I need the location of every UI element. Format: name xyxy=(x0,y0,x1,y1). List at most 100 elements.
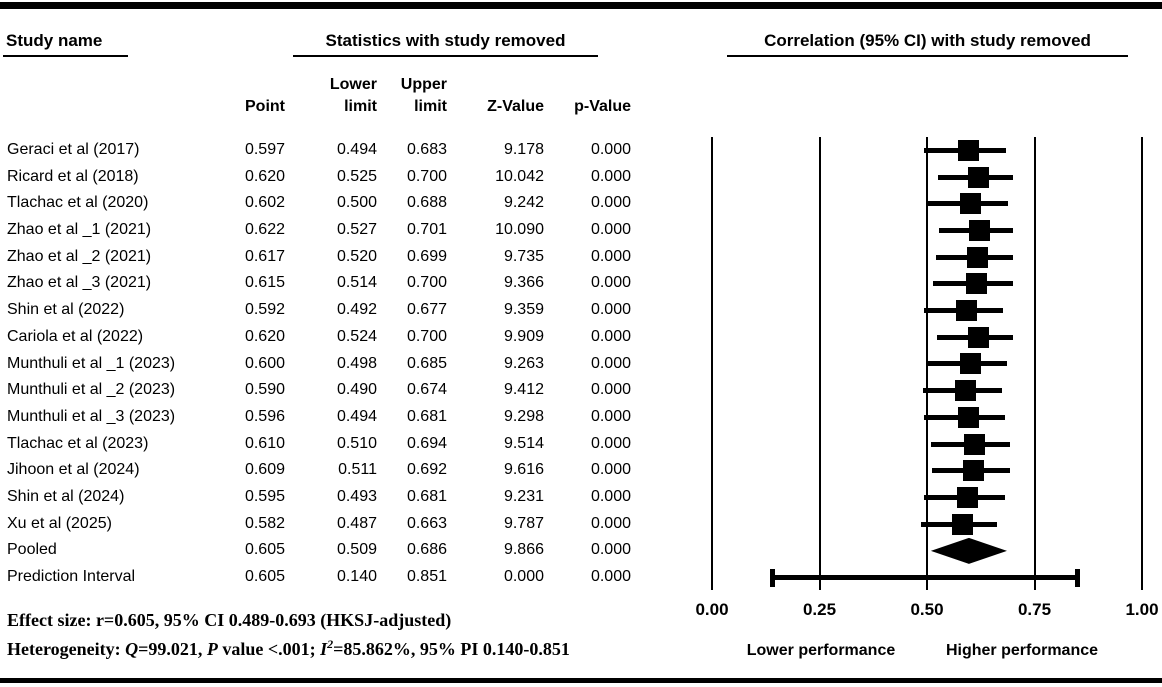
cell-upper: 0.688 xyxy=(406,194,447,212)
cell-z: 9.866 xyxy=(503,541,544,559)
forest-square-marker xyxy=(958,139,980,161)
cell-z: 10.042 xyxy=(495,167,544,185)
cell-p: 0.000 xyxy=(590,194,631,212)
cell-upper: 0.851 xyxy=(406,568,447,585)
cell-z: 9.178 xyxy=(503,141,544,158)
cell-z: 10.090 xyxy=(495,221,544,239)
cell-lower: 0.510 xyxy=(336,434,377,452)
cell-study: Xu et al (2025) xyxy=(7,514,112,532)
cell-z: 9.298 xyxy=(503,407,544,425)
cell-p: 0.000 xyxy=(590,354,631,372)
cell-z: 9.242 xyxy=(503,194,544,212)
table-row: Jihoon et al (2024) 0.609 0.511 0.692 9.616 0… xyxy=(7,457,631,484)
cell-p: 0.000 xyxy=(590,514,631,532)
cell-z: 9.263 xyxy=(503,354,544,372)
footnote-segment: P xyxy=(206,639,218,659)
cell-p: 0.000 xyxy=(590,381,631,399)
table-column-headers: Lower Upper Point limit limit Z-Value p-… xyxy=(7,74,631,118)
x-axis-label-lower-performance: Lower performance xyxy=(746,642,896,659)
cell-upper: 0.701 xyxy=(406,221,447,239)
tick-label: 0.50 xyxy=(910,600,944,619)
cell-point: 0.605 xyxy=(244,541,285,559)
forest-square-marker xyxy=(963,460,985,482)
table-row: Shin et al (2024) 0.595 0.493 0.681 9.231 0.0… xyxy=(7,484,631,511)
forest-square-marker xyxy=(965,273,987,295)
cell-study: Pooled xyxy=(7,541,57,559)
cell-p: 0.000 xyxy=(590,461,631,479)
cell-z: 9.909 xyxy=(503,327,544,345)
table-row: Geraci et al (2017) 0.597 0.494 0.683 9.178 0… xyxy=(7,137,631,164)
col-lower-label: Lower xyxy=(329,76,377,93)
cell-point: 0.617 xyxy=(244,247,285,265)
cell-point: 0.592 xyxy=(244,301,285,319)
table-row: Ricard et al (2018) 0.620 0.525 0.700 10.042… xyxy=(7,164,631,191)
tick-label: 0.00 xyxy=(695,600,729,619)
table-row: Tlachac et al (2023) 0.610 0.510 0.694 9.514… xyxy=(7,431,631,458)
footnote-segment: value <.001; xyxy=(217,639,321,659)
col-pvalue-label: p-Value xyxy=(574,98,631,115)
pooled-diamond-marker xyxy=(930,537,1007,564)
col-upper-label: Upper xyxy=(400,76,447,93)
cell-point: 0.596 xyxy=(244,407,285,425)
cell-study: Tlachac et al (2020) xyxy=(7,194,149,212)
footnote-segment: Q xyxy=(125,639,139,659)
col-zvalue-label: Z-Value xyxy=(487,98,544,115)
cell-study: Shin et al (2022) xyxy=(7,301,125,319)
cell-point: 0.620 xyxy=(244,327,285,345)
table-row: Pooled 0.605 0.509 0.686 9.866 0.000 xyxy=(7,537,631,564)
table-row: Shin et al (2022) 0.592 0.492 0.677 9.359 0.0… xyxy=(7,297,631,324)
cell-z: 0.000 xyxy=(503,568,544,585)
cell-p: 0.000 xyxy=(590,247,631,265)
tick-label: 1.00 xyxy=(1125,600,1159,619)
cell-lower: 0.487 xyxy=(336,514,377,532)
forest-square-marker xyxy=(968,326,990,348)
cell-p: 0.000 xyxy=(590,167,631,185)
prediction-interval-bar xyxy=(772,575,1078,581)
cell-z: 9.231 xyxy=(503,487,544,505)
cell-upper: 0.700 xyxy=(406,274,447,292)
forest-square-marker xyxy=(968,219,990,241)
cell-study: Ricard et al (2018) xyxy=(7,167,139,185)
cell-point: 0.597 xyxy=(244,141,285,158)
study-statistics-table: Geraci et al (2017) 0.597 0.494 0.683 9.178 0… xyxy=(7,137,631,591)
cell-upper: 0.699 xyxy=(406,247,447,265)
cell-lower: 0.500 xyxy=(336,194,377,212)
cell-study: Zhao et al _2 (2021) xyxy=(7,247,152,265)
table-row: Zhao et al _3 (2021) 0.615 0.514 0.700 9.366… xyxy=(7,270,631,297)
cell-upper: 0.694 xyxy=(406,434,447,452)
cell-p: 0.000 xyxy=(590,327,631,345)
cell-lower: 0.511 xyxy=(338,461,377,479)
x-axis-label-higher-performance: Higher performance xyxy=(945,642,1099,659)
table-row: Zhao et al _2 (2021) 0.617 0.520 0.699 9.735… xyxy=(7,244,631,271)
forest-square-marker xyxy=(955,380,977,402)
gridline xyxy=(711,137,713,590)
cell-study: Shin et al (2024) xyxy=(7,487,125,505)
gridline xyxy=(818,137,821,590)
cell-lower: 0.494 xyxy=(336,407,377,425)
cell-z: 9.359 xyxy=(503,301,544,319)
forest-square-marker xyxy=(966,246,988,268)
cell-p: 0.000 xyxy=(590,487,631,505)
cell-lower: 0.498 xyxy=(336,354,377,372)
cell-point: 0.602 xyxy=(244,194,285,212)
cell-lower: 0.527 xyxy=(336,221,377,239)
tick-label: 0.25 xyxy=(802,600,837,619)
top-border-rule xyxy=(0,2,1162,9)
table-row: Munthuli et al _1 (2023) 0.600 0.498 0.685 9… xyxy=(7,351,631,378)
table-row: Xu et al (2025) 0.582 0.487 0.663 9.787 0.000 xyxy=(7,511,631,538)
cell-upper: 0.663 xyxy=(406,514,447,532)
forest-square-marker xyxy=(963,433,985,455)
forest-plot-panel: Lower performance Higher performance 0.0… xyxy=(695,137,1159,687)
cell-lower: 0.494 xyxy=(336,141,377,158)
cell-study: Zhao et al _3 (2021) xyxy=(7,274,152,292)
cell-study: Munthuli et al _2 (2023) xyxy=(7,381,176,399)
cell-study: Jihoon et al (2024) xyxy=(7,461,140,479)
col-upper-limit-label: limit xyxy=(414,98,447,115)
cell-lower: 0.490 xyxy=(336,381,377,399)
forest-square-marker xyxy=(951,513,973,535)
prediction-interval-left-cap xyxy=(769,568,775,587)
cell-p: 0.000 xyxy=(590,301,631,319)
cell-z: 9.787 xyxy=(503,514,544,532)
cell-lower: 0.493 xyxy=(336,487,377,505)
